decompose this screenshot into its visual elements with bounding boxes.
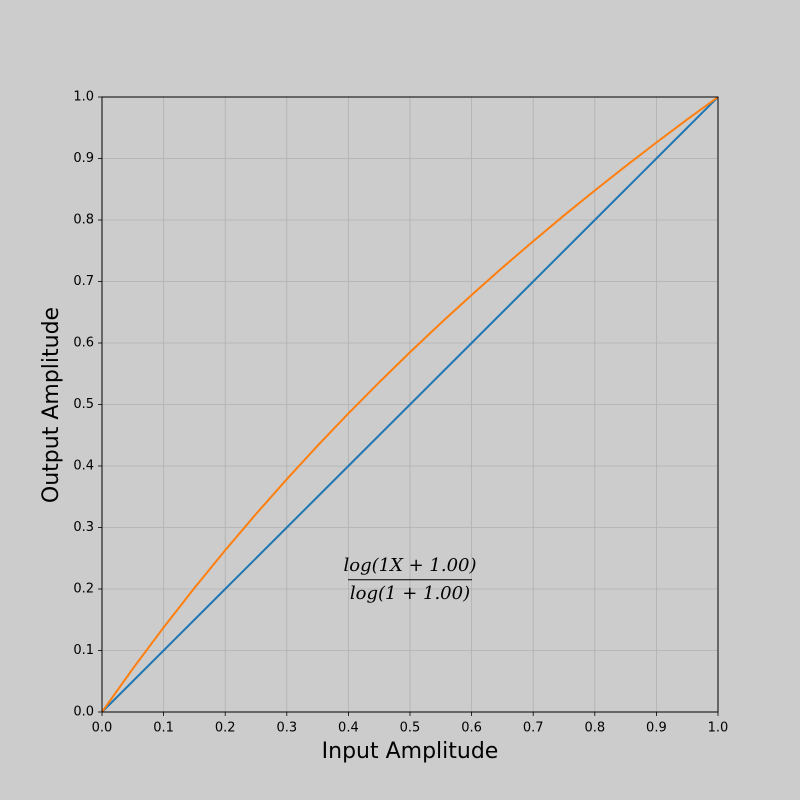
y-tick-label: 1.0 [73,90,94,105]
x-tick-label: 0.5 [400,721,421,736]
x-tick-label: 0.0 [92,721,113,736]
y-tick-label: 0.1 [73,643,94,658]
x-tick-label: 0.3 [276,721,297,736]
x-tick-label: 1.0 [708,721,729,736]
y-tick-label: 0.9 [73,151,94,166]
plot-frame [101,96,719,713]
y-tick-label: 0.5 [73,397,94,412]
data-line [101,96,719,713]
y-axis-label: Output Amplitude [39,307,64,503]
y-tick-label: 0.6 [73,336,94,351]
formula-denominator: log(1 + 1.00) [350,583,470,604]
y-tick-label: 0.7 [73,274,94,289]
data-line [101,96,719,713]
x-tick-label: 0.1 [153,721,174,736]
x-tick-label: 0.4 [338,721,359,736]
y-tick-label: 0.3 [73,520,94,535]
x-tick-label: 0.9 [646,721,667,736]
x-tick-label: 0.6 [461,721,482,736]
x-tick-label: 0.7 [523,721,544,736]
y-tick-label: 0.2 [73,582,94,597]
y-tick-label: 0.0 [73,705,94,720]
x-tick-label: 0.8 [584,721,605,736]
y-tick-label: 0.8 [73,213,94,228]
x-tick-label: 0.2 [215,721,236,736]
y-tick-label: 0.4 [73,459,94,474]
x-axis-label: Input Amplitude [322,739,499,764]
formula-numerator: log(1X + 1.00) [343,555,476,576]
